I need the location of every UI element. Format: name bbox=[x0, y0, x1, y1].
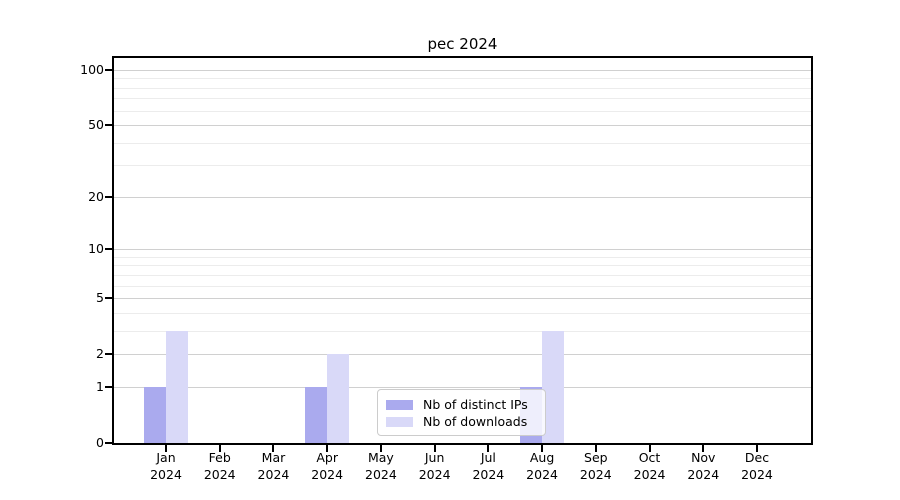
minor-gridline bbox=[114, 265, 811, 267]
x-tick-mark bbox=[165, 443, 167, 452]
x-tick-year: 2024 bbox=[633, 466, 666, 482]
y-tick-label: 1 bbox=[96, 378, 104, 394]
x-tick-year: 2024 bbox=[365, 466, 397, 482]
x-tick-mark bbox=[541, 443, 544, 452]
y-tick-label: 0 bbox=[96, 435, 104, 450]
major-gridline bbox=[114, 196, 811, 198]
minor-gridline bbox=[114, 87, 811, 89]
y-tick-mark bbox=[105, 442, 112, 444]
x-tick-mark bbox=[326, 443, 329, 452]
y-tick-label: 20 bbox=[88, 188, 104, 204]
bar-nb-of-downloads bbox=[542, 330, 565, 443]
major-gridline bbox=[114, 69, 811, 71]
y-tick-label: 10 bbox=[88, 241, 104, 257]
legend-swatch bbox=[386, 416, 413, 427]
bar-nb-of-distinct-ips bbox=[144, 386, 166, 443]
y-tick-label: 2 bbox=[96, 346, 104, 362]
minor-gridline bbox=[114, 274, 811, 276]
x-tick-month: Jul bbox=[480, 450, 496, 465]
x-tick-mark bbox=[648, 443, 651, 452]
x-tick-year: 2024 bbox=[741, 466, 773, 482]
plot-area: 0 1 2 5 10 20 50 100 Jan 2024 Feb 2024 Mar 2024 Apr 20… bbox=[80, 56, 813, 482]
legend-item: Nb of distinct IPs bbox=[386, 397, 537, 412]
x-tick-label: Oct 2024 bbox=[618, 450, 682, 483]
x-tick-year: 2024 bbox=[472, 466, 505, 482]
major-gridline bbox=[114, 249, 811, 251]
x-tick-year: 2024 bbox=[418, 466, 451, 482]
major-gridline bbox=[114, 298, 811, 300]
y-tick-mark bbox=[105, 195, 112, 198]
x-tick-label: Sep 2024 bbox=[564, 450, 628, 483]
minor-gridline bbox=[114, 142, 811, 144]
major-gridline bbox=[114, 386, 811, 388]
minor-gridline bbox=[114, 110, 811, 112]
y-tick-label: 5 bbox=[96, 290, 104, 306]
y-tick-label: 100 bbox=[80, 61, 104, 77]
x-tick-label: Jan 2024 bbox=[134, 450, 198, 483]
minor-gridline bbox=[114, 312, 811, 314]
minor-gridline bbox=[114, 285, 811, 287]
x-tick-mark bbox=[218, 443, 221, 452]
y-tick-mark bbox=[105, 385, 112, 388]
x-tick-label: Feb 2024 bbox=[188, 450, 252, 483]
x-tick-mark bbox=[272, 443, 275, 452]
x-tick-month: Jan bbox=[156, 450, 176, 465]
x-tick-month: Oct bbox=[638, 450, 661, 465]
x-tick-label: Apr 2024 bbox=[295, 450, 359, 483]
x-tick-label: Mar 2024 bbox=[241, 450, 305, 483]
legend-label: Nb of distinct IPs bbox=[423, 397, 528, 412]
x-tick-year: 2024 bbox=[203, 466, 236, 482]
x-tick-label: Nov 2024 bbox=[671, 450, 735, 483]
major-gridline bbox=[114, 354, 811, 356]
x-tick-mark bbox=[594, 443, 597, 452]
x-tick-year: 2024 bbox=[687, 466, 720, 482]
x-tick-mark bbox=[702, 443, 705, 452]
minor-gridline bbox=[114, 98, 811, 100]
x-tick-year: 2024 bbox=[257, 466, 290, 482]
y-tick-mark bbox=[105, 353, 112, 356]
x-tick-label: Jul 2024 bbox=[456, 450, 520, 483]
x-tick-year: 2024 bbox=[579, 466, 612, 482]
x-tick-year: 2024 bbox=[526, 466, 558, 482]
x-tick-label: Aug 2024 bbox=[510, 450, 574, 483]
x-tick-month: Jun bbox=[424, 450, 445, 465]
minor-gridline bbox=[114, 330, 811, 332]
x-tick-label: Jun 2024 bbox=[403, 450, 467, 483]
legend-item: Nb of downloads bbox=[386, 414, 537, 429]
x-tick-mark bbox=[379, 443, 382, 452]
x-tick-year: 2024 bbox=[311, 466, 344, 482]
y-tick-label: 50 bbox=[88, 117, 104, 133]
y-tick-mark bbox=[105, 297, 112, 300]
x-tick-mark bbox=[755, 443, 758, 452]
x-tick-label: May 2024 bbox=[349, 450, 413, 483]
bar-nb-of-downloads bbox=[166, 330, 188, 443]
x-tick-month: Feb bbox=[208, 450, 231, 465]
x-tick-month: Apr bbox=[316, 450, 338, 465]
y-tick-mark bbox=[105, 68, 112, 71]
x-tick-month: Mar bbox=[261, 450, 286, 465]
minor-gridline bbox=[114, 256, 811, 258]
x-tick-month: Sep bbox=[584, 450, 608, 465]
y-tick-mark bbox=[105, 248, 112, 251]
x-tick-month: May bbox=[367, 450, 394, 465]
bar-nb-of-distinct-ips bbox=[305, 386, 328, 443]
chart-title: pec 2024 bbox=[427, 35, 498, 53]
major-gridline bbox=[114, 125, 811, 127]
y-tick-mark bbox=[105, 124, 112, 127]
x-tick-month: Dec bbox=[744, 450, 770, 465]
x-tick-label: Dec 2024 bbox=[725, 450, 789, 483]
x-tick-month: Aug bbox=[529, 450, 555, 465]
minor-gridline bbox=[114, 165, 811, 167]
legend-swatch bbox=[386, 399, 413, 410]
minor-gridline bbox=[114, 78, 811, 80]
x-tick-year: 2024 bbox=[150, 466, 182, 482]
x-tick-mark bbox=[487, 443, 490, 452]
legend: Nb of distinct IPs Nb of downloads bbox=[377, 389, 546, 436]
x-tick-month: Nov bbox=[691, 450, 716, 465]
bar-nb-of-downloads bbox=[327, 354, 350, 443]
legend-label: Nb of downloads bbox=[423, 414, 528, 429]
x-tick-mark bbox=[433, 443, 436, 452]
